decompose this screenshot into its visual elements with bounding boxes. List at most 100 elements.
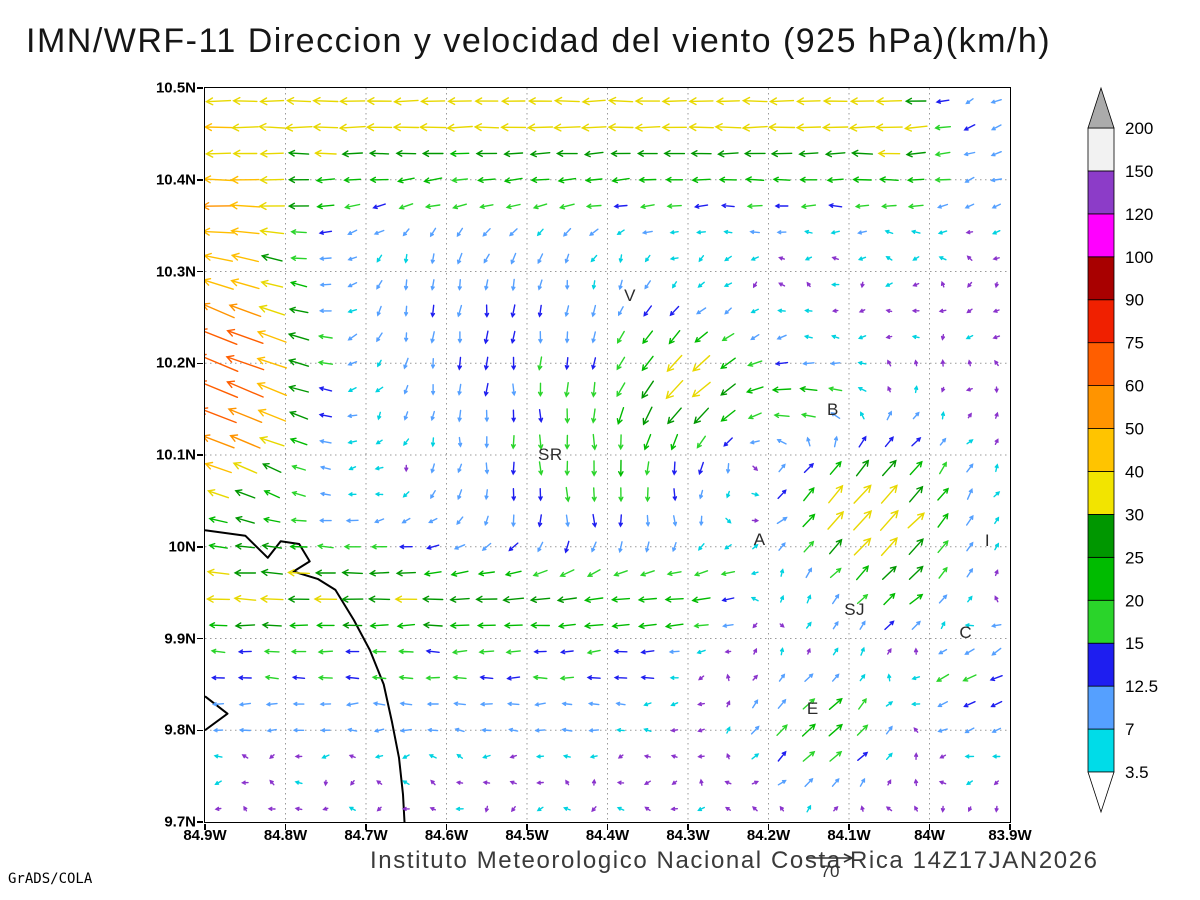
wind-arrow (290, 255, 307, 261)
wind-arrow (912, 411, 920, 420)
wind-arrow (229, 434, 261, 449)
wind-arrow (940, 621, 946, 630)
wind-arrow (511, 278, 516, 292)
lat-tick-label: 10N (168, 538, 196, 556)
wind-arrow (256, 382, 287, 396)
colorbar-band (1087, 299, 1115, 344)
wind-arrow (724, 255, 732, 262)
wind-arrow (645, 541, 650, 553)
wind-arrow (452, 675, 467, 680)
wind-arrow (587, 701, 600, 706)
wind-arrow (910, 229, 921, 234)
colorbar-band (1087, 642, 1115, 687)
wind-arrow (237, 649, 252, 655)
wind-arrow (457, 304, 463, 318)
wind-arrow (670, 702, 679, 707)
wind-arrow (941, 386, 946, 393)
wind-arrow (292, 728, 305, 733)
wind-arrow (537, 514, 543, 528)
wind-arrow (912, 256, 920, 261)
wind-arrow (481, 542, 492, 551)
wind-arrow (402, 228, 410, 237)
wind-arrow (586, 675, 601, 681)
wind-arrow (430, 304, 436, 318)
colorbar-label: 200 (1125, 119, 1153, 138)
wind-arrow (403, 357, 409, 370)
wind-arrow (510, 330, 516, 345)
wind-arrow (726, 673, 731, 682)
wind-arrow (771, 386, 792, 393)
wind-arrow (557, 622, 576, 629)
wind-arrow (726, 463, 731, 474)
wind-arrow (592, 513, 597, 528)
wind-arrow (906, 177, 925, 183)
wind-arrow (365, 123, 393, 132)
wind-arrow (430, 490, 436, 500)
wind-arrow (478, 649, 495, 655)
wind-arrow (285, 96, 312, 105)
wind-arrow (666, 354, 683, 373)
wind-arrow (287, 332, 310, 341)
wind-arrow (914, 752, 919, 760)
wind-arrow (804, 777, 814, 788)
wind-arrow (447, 97, 472, 106)
wind-arrow (482, 780, 491, 785)
wind-arrow (966, 308, 973, 314)
wind-arrow (256, 356, 288, 369)
wind-arrow (583, 150, 604, 158)
wind-arrow (994, 569, 999, 577)
wind-arrow (288, 384, 309, 393)
wind-arrow (347, 282, 358, 288)
wind-arrow (746, 203, 763, 209)
colorbar-band (1087, 513, 1115, 558)
wind-arrow (613, 203, 628, 209)
wind-arrow (205, 227, 235, 236)
wind-arrow (914, 359, 919, 367)
wind-arrow (937, 701, 948, 708)
wind-arrow (992, 754, 1001, 759)
wind-arrow (427, 728, 439, 733)
wind-arrow (505, 203, 521, 210)
wind-arrow (591, 331, 596, 344)
wind-arrow (751, 518, 760, 523)
wind-arrow (637, 596, 657, 603)
wind-arrow (347, 440, 358, 445)
wind-arrow (269, 754, 275, 760)
wind-arrow (208, 516, 228, 524)
wind-arrow (345, 675, 360, 680)
colorbar-label: 25 (1125, 548, 1144, 567)
wind-arrow (994, 516, 1000, 525)
wind-arrow (778, 282, 786, 287)
wind-arrow (230, 227, 260, 236)
tick-mark (197, 546, 203, 548)
wind-arrow (777, 698, 787, 709)
station-label-e: E (806, 699, 819, 719)
colorbar-label: 75 (1125, 334, 1144, 353)
wind-arrow (348, 754, 356, 759)
colorbar-over-triangle (1087, 86, 1115, 129)
wind-arrow (317, 675, 333, 681)
lat-tick-label: 9.8N (164, 721, 196, 739)
wind-arrow (371, 649, 387, 655)
wind-arrow (965, 387, 973, 392)
wind-arrow (482, 754, 491, 759)
wind-arrow (503, 177, 523, 184)
wind-arrow (456, 227, 464, 238)
wind-arrow (802, 698, 816, 710)
wind-arrow (205, 328, 238, 345)
wind-arrow (506, 675, 521, 681)
lat-tick-label: 10.5N (155, 79, 196, 97)
wind-arrow (911, 436, 922, 447)
wind-arrow (615, 701, 626, 706)
wind-arrow (504, 570, 522, 577)
wind-arrow (937, 539, 949, 554)
wind-arrow (538, 331, 543, 344)
wind-arrow (260, 568, 283, 577)
wind-arrow (316, 543, 334, 550)
wind-arrow (859, 777, 866, 787)
wind-arrow (753, 647, 758, 655)
wind-arrow (350, 780, 355, 786)
wind-arrow (618, 279, 623, 291)
wind-arrow (884, 436, 894, 448)
wind-arrow (225, 355, 265, 371)
